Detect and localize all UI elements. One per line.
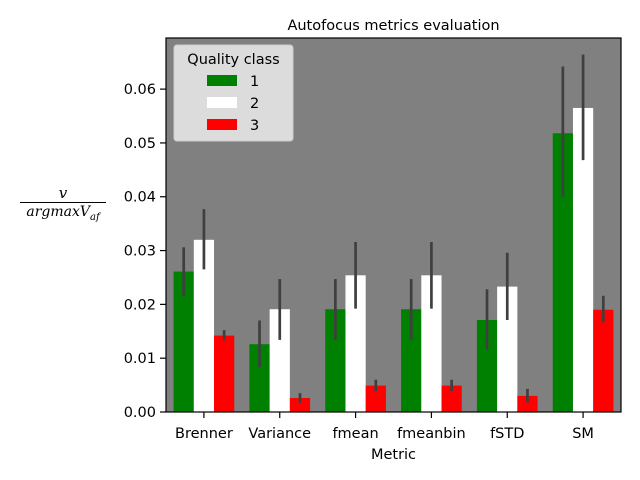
legend-swatch-class-1 [207, 75, 237, 86]
bar-fstd-class-2 [497, 286, 518, 412]
bar-variance-class-3 [289, 398, 311, 412]
y-axis-label: v argmaxVaf [14, 184, 112, 227]
x-axis-label: Metric [371, 447, 416, 463]
bar-fmean-class-3 [365, 385, 386, 412]
x-tick-label: fSTD [490, 426, 524, 442]
y-tick-label: 0.05 [124, 136, 156, 152]
legend-label-class-2: 2 [250, 96, 259, 112]
x-tick-label: fmean [332, 426, 378, 442]
bar-sm-class-3 [593, 309, 614, 412]
bar-fstd-class-3 [517, 395, 538, 412]
legend-swatch-class-3 [207, 119, 237, 130]
bar-variance-class-2 [269, 309, 290, 412]
bar-brenner-class-2 [193, 239, 215, 412]
plot-frame [165, 37, 622, 413]
legend-box [173, 44, 294, 142]
bar-brenner-class-3 [214, 335, 235, 412]
y-tick-label: 0.01 [124, 351, 156, 367]
legend-label-class-3: 3 [250, 118, 259, 134]
error-bars-layer [182, 54, 605, 403]
y-tick-label: 0.03 [124, 244, 156, 260]
bar-brenner-class-1 [173, 271, 194, 412]
bar-fmeanbin-class-3 [441, 385, 462, 412]
legend-label-class-1: 1 [250, 74, 259, 90]
bar-fmeanbin-class-2 [421, 275, 442, 412]
bars-layer [173, 107, 614, 413]
y-axis-label-numerator: v [58, 184, 68, 202]
y-axis: 0.00 0.01 0.02 0.03 0.04 0.05 0.06 [124, 82, 166, 421]
x-tick-label: Brenner [175, 426, 233, 442]
bar-fmean-class-2 [345, 275, 366, 412]
y-tick-label: 0.02 [124, 297, 156, 313]
x-axis: Brenner Variance fmean fmeanbin fSTD SM [175, 412, 594, 442]
bar-fstd-class-1 [476, 319, 498, 412]
legend: Quality class 1 2 3 [173, 44, 294, 142]
y-axis-label-denominator: argmaxVaf [26, 204, 100, 223]
legend-swatch-class-2 [207, 97, 237, 108]
chart-title: Autofocus metrics evaluation [287, 18, 499, 34]
y-tick-label: 0.06 [124, 82, 156, 98]
x-tick-label: fmeanbin [397, 426, 466, 442]
bar-sm-class-1 [552, 133, 573, 413]
bar-sm-class-2 [572, 107, 594, 412]
x-tick-label: SM [572, 426, 594, 442]
bar-variance-class-1 [249, 344, 270, 412]
legend-title: Quality class [187, 52, 279, 68]
bar-fmean-class-1 [325, 309, 346, 412]
x-tick-label: Variance [248, 426, 311, 442]
y-tick-label: 0.00 [124, 405, 156, 421]
y-tick-label: 0.04 [124, 190, 156, 206]
y-axis-label-fraction-bar [20, 202, 106, 203]
bar-fmeanbin-class-1 [401, 309, 422, 412]
